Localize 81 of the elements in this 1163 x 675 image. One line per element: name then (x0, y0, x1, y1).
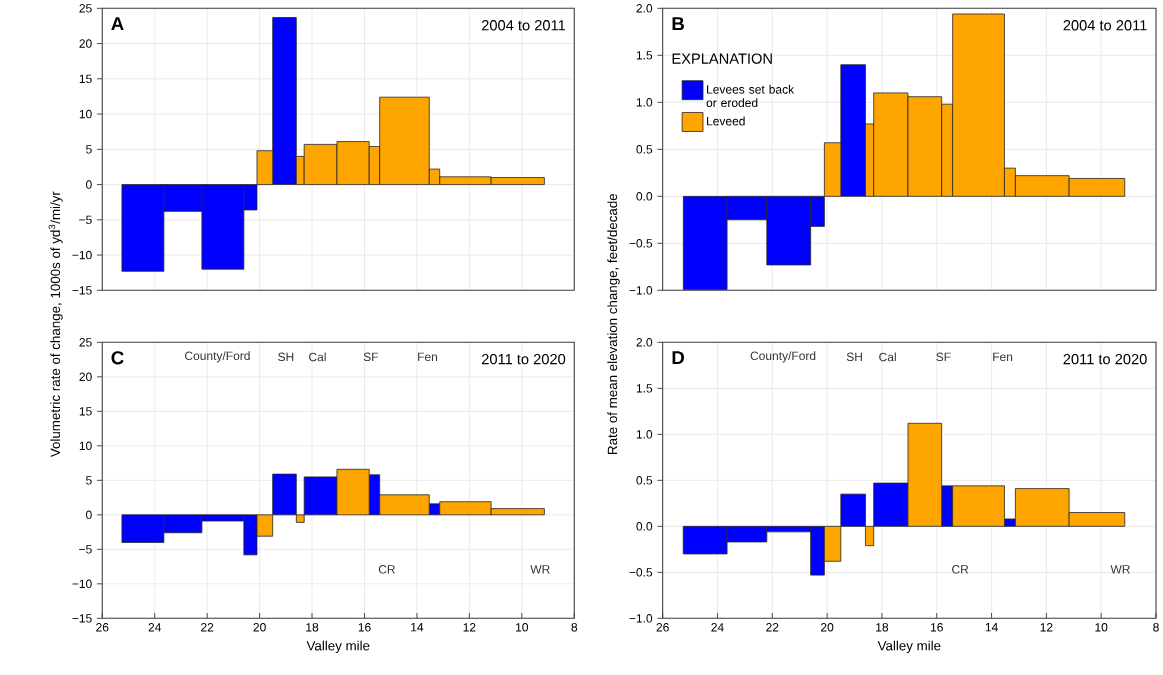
x-tick-label: 12 (463, 623, 476, 632)
y-tick-label: −10 (72, 579, 92, 589)
annotation: CR (952, 565, 969, 574)
x-tick-label: 24 (711, 623, 724, 632)
x-tick-label: 18 (306, 623, 319, 632)
x-tick-label: 10 (516, 623, 529, 632)
x-tick-label: 16 (358, 623, 371, 632)
x-tick-label: 22 (766, 623, 779, 632)
y-tick-label: 15 (79, 407, 92, 416)
y-tick-label: −0.5 (629, 568, 653, 577)
y-tick-label: 10 (79, 441, 92, 451)
y-tick-label: −0.5 (629, 239, 653, 248)
text: 2011 to 2020 (1063, 353, 1147, 365)
y-tick-label: 20 (79, 372, 92, 382)
x-tick-label: 8 (1153, 623, 1159, 632)
y-tick-label: 20 (79, 39, 92, 48)
legend-label: Levees set back or eroded (706, 84, 795, 108)
text: 2004 to 2011 (481, 20, 566, 31)
chart-title: D (672, 351, 685, 365)
x-tick-label: 26 (96, 623, 109, 632)
y-tick-label: 15 (79, 74, 92, 84)
annotation: SH (278, 352, 294, 362)
y-tick-label: 0.0 (636, 192, 653, 201)
annotation: SH (846, 352, 862, 362)
y-tick-label: 0 (86, 510, 92, 520)
annotation: Fen (418, 352, 438, 362)
annotation: Cal (879, 352, 896, 362)
y-tick-label: −15 (72, 614, 92, 623)
y-tick-label: 25 (79, 338, 92, 347)
annotation: SF (936, 352, 951, 362)
chart-title: B (672, 17, 684, 31)
y-tick-label: 0 (86, 180, 92, 189)
annotation: WR (1110, 565, 1130, 574)
x-tick-label: 16 (930, 623, 943, 632)
x-tick-label: 20 (821, 623, 834, 632)
y-tick-label: 1.0 (636, 430, 653, 439)
x-tick-label: 18 (876, 623, 889, 632)
y-tick-label: 5 (86, 476, 92, 485)
x-tick-label: 10 (1095, 623, 1108, 632)
y-tick-label: 1.5 (636, 384, 653, 393)
text: 2004 to 2011 (1063, 20, 1147, 31)
x-axis-title: Valley mile (877, 640, 941, 654)
legend-label: Leveed (707, 116, 745, 126)
x-tick-label: 14 (411, 623, 424, 632)
annotation: Cal (309, 352, 326, 362)
y-tick-label: 2.0 (636, 4, 653, 13)
y-tick-label: 25 (79, 4, 92, 13)
x-tick-label: 8 (571, 623, 578, 632)
y-tick-label: −1.0 (629, 286, 653, 295)
annotation: Fen (993, 352, 1013, 362)
x-tick-label: 14 (985, 623, 998, 632)
y-axis-title: Rate of mean elevation change, feet/decade (607, 193, 620, 454)
y-tick-label: −1.0 (629, 614, 653, 623)
y-tick-label: 0.5 (636, 476, 653, 485)
x-tick-label: 22 (201, 623, 214, 632)
y-axis-title: Volumetric rate of change, 1000s of yd$^{3}$/mi/yr (48, 191, 63, 458)
x-axis-title: Valley mile (306, 640, 370, 654)
annotation: County/Ford (185, 351, 250, 363)
x-tick-label: 12 (1040, 623, 1053, 632)
y-tick-label: 5 (86, 145, 92, 154)
x-tick-label: 26 (656, 623, 669, 632)
y-tick-label: 10 (79, 109, 92, 119)
legend-title: EXPLANATION (672, 53, 772, 64)
text: 2011 to 2020 (481, 353, 566, 365)
y-tick-label: 2.0 (636, 338, 653, 347)
annotation: WR (530, 565, 550, 574)
y-tick-label: −10 (72, 250, 92, 260)
y-tick-label: 0.0 (636, 522, 653, 531)
y-tick-label: 1.0 (636, 98, 653, 107)
y-tick-label: 0.5 (636, 145, 653, 154)
annotation: County/Ford (750, 351, 816, 363)
chart-title: A (111, 17, 124, 31)
y-tick-label: −5 (79, 545, 92, 554)
x-tick-label: 24 (148, 623, 162, 632)
y-tick-label: 1.5 (636, 51, 653, 60)
annotation: SF (363, 352, 379, 362)
y-tick-label: −15 (72, 286, 92, 295)
annotation: CR (378, 565, 395, 574)
x-tick-label: 20 (253, 623, 266, 632)
y-tick-label: −5 (79, 215, 92, 225)
chart-title: C (111, 351, 124, 365)
